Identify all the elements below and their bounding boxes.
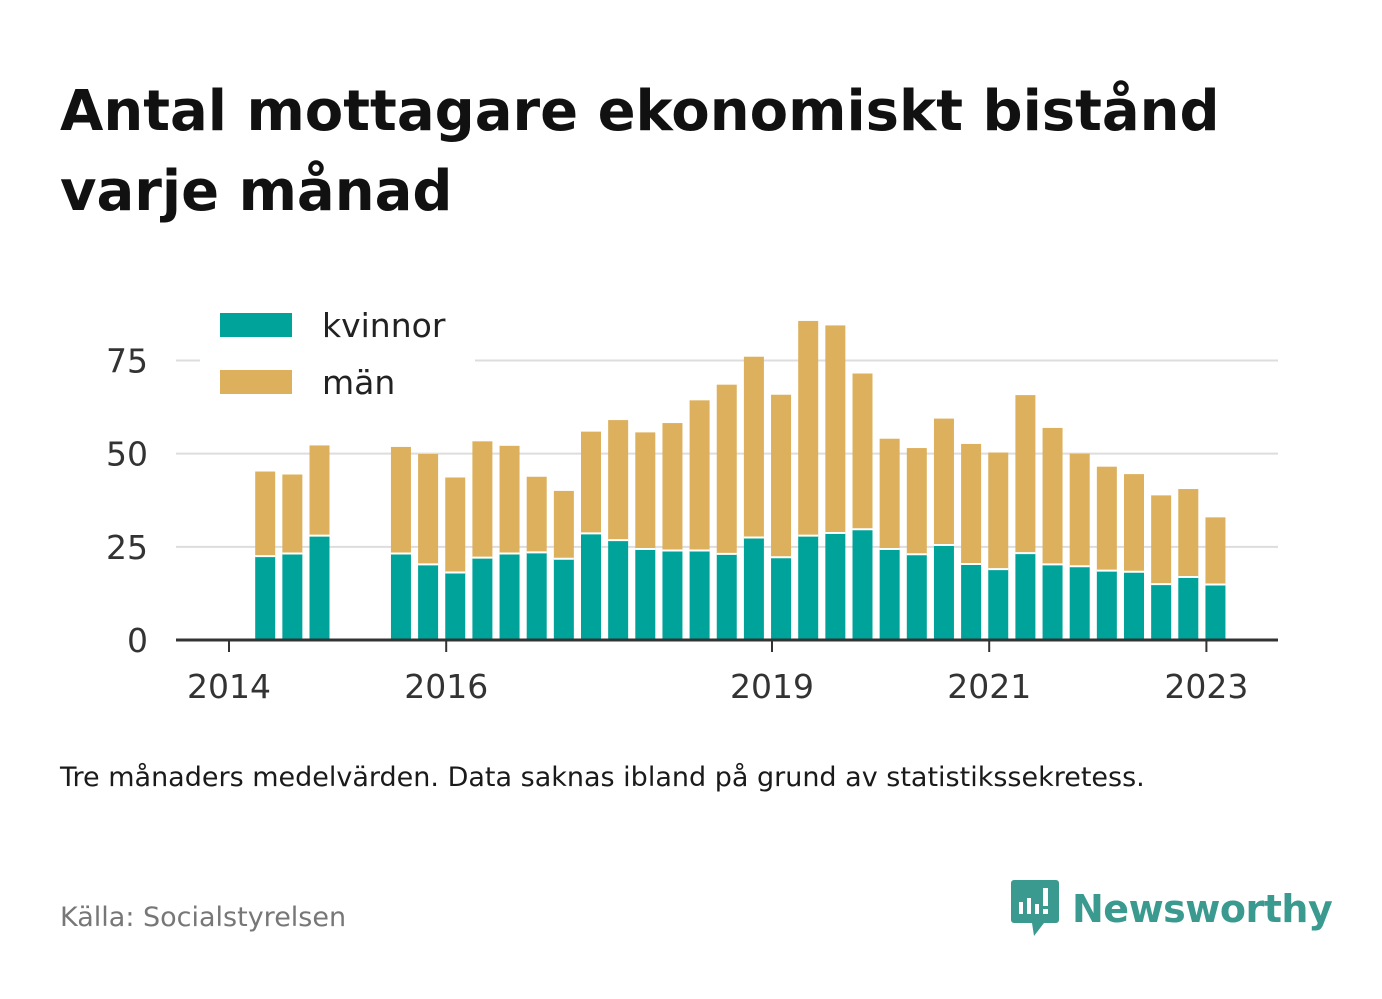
bar-man-2018-08 xyxy=(716,384,737,554)
bar-kvinnor-2016-05 xyxy=(472,557,493,640)
bar-man-2016-05 xyxy=(472,441,493,558)
x-tick-label-2023: 2023 xyxy=(1164,667,1248,706)
legend: kvinnor män xyxy=(200,300,475,420)
bar-man-2018-02 xyxy=(662,423,683,551)
bar-man-2015-11 xyxy=(418,454,439,565)
bar-man-2017-05 xyxy=(581,431,601,534)
bar-man-2015-08 xyxy=(390,446,411,554)
bar-kvinnor-2018-05 xyxy=(689,550,710,640)
y-tick-label-75: 75 xyxy=(106,341,148,380)
bar-man-2017-11 xyxy=(635,432,656,550)
chart-note: Tre månaders medelvärden. Data saknas ib… xyxy=(60,762,1145,793)
bar-man-2014-05 xyxy=(255,471,276,557)
bar-man-2022-02 xyxy=(1096,466,1117,571)
bar-kvinnor-2020-11 xyxy=(961,563,982,640)
bar-kvinnor-2018-08 xyxy=(716,553,737,640)
bar-man-2021-08 xyxy=(1042,427,1063,565)
bar-man-2021-05 xyxy=(1015,395,1036,554)
bar-kvinnor-2022-11 xyxy=(1178,577,1199,640)
bar-man-2021-11 xyxy=(1069,453,1090,567)
bar-kvinnor-2022-08 xyxy=(1151,584,1172,640)
bar-man-2022-05 xyxy=(1124,474,1144,572)
source-label: Källa: Socialstyrelsen xyxy=(60,902,347,933)
bar-kvinnor-2017-05 xyxy=(581,533,601,640)
bar-man-2023-02 xyxy=(1205,517,1226,585)
bar-man-2020-08 xyxy=(933,418,954,545)
bar-man-2017-08 xyxy=(608,420,629,541)
bar-kvinnor-2021-02 xyxy=(988,569,1009,640)
bar-man-2021-02 xyxy=(988,452,1009,570)
y-tick-label-50: 50 xyxy=(106,435,148,474)
chart-title: Antal mottagare ekonomiskt bistånd varje… xyxy=(60,79,1220,224)
bar-kvinnor-2022-05 xyxy=(1124,571,1144,640)
bar-man-2022-08 xyxy=(1151,495,1172,585)
bar-kvinnor-2018-11 xyxy=(743,537,764,640)
bar-kvinnor-2019-11 xyxy=(852,529,873,640)
y-tick-label-0: 0 xyxy=(127,621,148,660)
legend-swatch-kvinnor xyxy=(220,313,292,337)
bar-man-2020-11 xyxy=(961,443,982,564)
brand-logo[interactable]: Newsworthy xyxy=(1010,878,1333,940)
bar-kvinnor-2019-08 xyxy=(825,533,846,640)
bar-kvinnor-2015-08 xyxy=(390,553,411,640)
bar-man-2014-08 xyxy=(282,474,303,554)
bar-kvinnor-2020-05 xyxy=(906,554,927,640)
bars xyxy=(255,320,1226,640)
axes: 0 25 50 75 2014 2016 2019 2021 2023 xyxy=(106,341,1278,706)
bar-kvinnor-2020-02 xyxy=(879,549,900,640)
bar-kvinnor-2023-02 xyxy=(1205,584,1226,640)
x-tick-label-2016: 2016 xyxy=(404,667,488,706)
bar-kvinnor-2014-05 xyxy=(255,556,276,640)
bar-man-2018-05 xyxy=(689,400,710,551)
bar-kvinnor-2022-02 xyxy=(1096,570,1117,640)
x-tick-label-2014: 2014 xyxy=(187,667,271,706)
bar-kvinnor-2019-02 xyxy=(771,557,792,640)
bar-man-2018-11 xyxy=(743,356,764,538)
bar-man-2020-02 xyxy=(879,438,900,550)
bar-kvinnor-2017-08 xyxy=(608,540,629,640)
bar-kvinnor-2021-11 xyxy=(1069,566,1090,640)
newsworthy-logo-icon xyxy=(1011,880,1059,936)
x-tick-label-2021: 2021 xyxy=(947,667,1031,706)
bar-man-2019-11 xyxy=(852,373,873,530)
bar-man-2019-05 xyxy=(798,320,819,536)
bar-kvinnor-2014-11 xyxy=(309,535,330,640)
bar-kvinnor-2017-11 xyxy=(635,549,656,640)
bar-man-2019-02 xyxy=(771,394,792,558)
bar-man-2016-08 xyxy=(499,445,520,554)
bar-kvinnor-2016-02 xyxy=(445,572,466,640)
bar-kvinnor-2021-08 xyxy=(1042,564,1063,640)
bar-kvinnor-2016-11 xyxy=(526,552,547,640)
bar-man-2016-02 xyxy=(445,477,466,573)
bar-man-2022-11 xyxy=(1178,489,1199,578)
bar-kvinnor-2021-05 xyxy=(1015,553,1036,640)
bar-man-2019-08 xyxy=(825,325,846,534)
bar-kvinnor-2017-02 xyxy=(553,558,574,640)
legend-swatch-man xyxy=(220,370,292,394)
bar-man-2014-11 xyxy=(309,445,330,536)
bar-kvinnor-2015-11 xyxy=(418,564,439,640)
bar-kvinnor-2020-08 xyxy=(933,544,954,640)
legend-label-kvinnor: kvinnor xyxy=(322,306,446,345)
bar-kvinnor-2018-02 xyxy=(662,550,683,640)
bar-man-2016-11 xyxy=(526,476,547,553)
bar-man-2020-05 xyxy=(906,448,927,555)
bar-man-2017-02 xyxy=(553,490,574,559)
legend-label-man: män xyxy=(322,363,395,402)
bar-kvinnor-2019-05 xyxy=(798,535,819,640)
x-tick-label-2019: 2019 xyxy=(730,667,814,706)
brand-name: Newsworthy xyxy=(1072,887,1333,931)
bar-kvinnor-2016-08 xyxy=(499,553,520,640)
bar-kvinnor-2014-08 xyxy=(282,553,303,640)
y-tick-label-25: 25 xyxy=(106,528,148,567)
